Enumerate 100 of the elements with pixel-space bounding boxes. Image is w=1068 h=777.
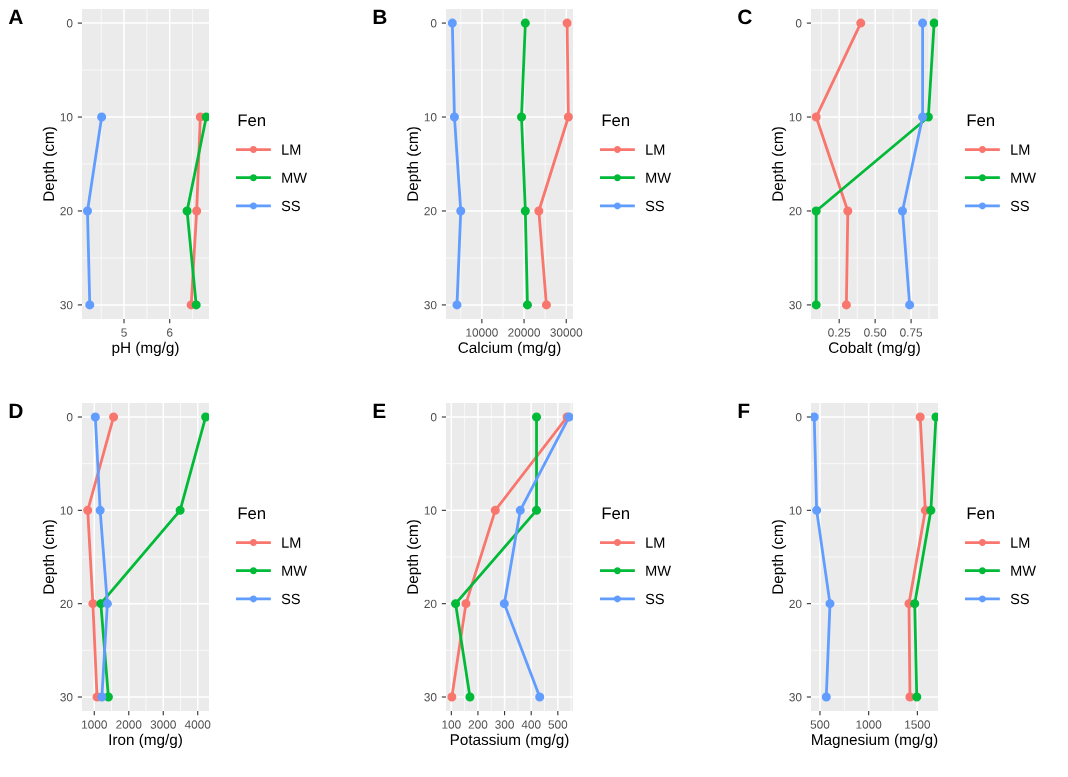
x-tick-label: 300 (495, 720, 514, 729)
point (175, 505, 185, 515)
y-tick-label: 0 (66, 19, 73, 28)
y-axis-title: Depth (cm) (42, 127, 58, 201)
y-tick-label: 20 (60, 207, 73, 216)
legend-title: Fen (602, 507, 629, 520)
point (811, 412, 819, 422)
point (97, 112, 107, 122)
x-tick-label: 500 (810, 720, 830, 729)
y-tick-label: 10 (789, 506, 802, 515)
point (451, 599, 461, 609)
x-axis-title: Calcium (mg/g) (458, 341, 561, 357)
point (812, 505, 822, 515)
point (109, 412, 119, 422)
legend-label: MW (1011, 172, 1036, 183)
legend-label: MW (282, 172, 307, 183)
point (843, 206, 853, 216)
point (535, 692, 545, 702)
legend-title: Fen (967, 114, 994, 127)
point (918, 18, 928, 28)
y-tick-label: 30 (789, 693, 802, 702)
point (541, 300, 551, 310)
chart-title: E (373, 403, 386, 419)
x-tick-label: 0.75 (900, 328, 923, 337)
point (926, 505, 936, 515)
point (825, 599, 835, 609)
y-tick-label: 30 (789, 300, 802, 310)
x-axis-title: Iron (mg/g) (109, 733, 182, 749)
legend-label: LM (282, 144, 301, 155)
chart-title: F (738, 403, 750, 419)
y-tick-label: 0 (795, 413, 802, 422)
point (499, 599, 509, 609)
point (520, 18, 530, 28)
point (465, 692, 475, 702)
legend-label: LM (646, 144, 665, 155)
y-tick-label: 0 (66, 413, 73, 422)
x-tick-label: 2000 (116, 720, 142, 729)
point (821, 692, 831, 702)
legend-label: SS (1010, 593, 1029, 605)
y-axis-title: Depth (cm) (406, 520, 422, 594)
point (452, 300, 462, 310)
point (90, 412, 100, 422)
point (811, 300, 821, 310)
point (192, 206, 202, 216)
legend-label: LM (1011, 537, 1030, 548)
point (517, 112, 527, 122)
y-tick-label: 20 (424, 207, 437, 216)
x-tick-label: 10000 (466, 328, 498, 337)
point (85, 300, 95, 310)
x-axis-title: Cobalt (mg/g) (829, 341, 920, 357)
point (102, 599, 112, 609)
y-axis-title: Depth (cm) (406, 127, 422, 201)
point (897, 206, 907, 216)
point (532, 505, 542, 515)
legend-label: SS (645, 200, 664, 212)
legend-title: Fen (238, 507, 265, 520)
chart-title: B (373, 9, 387, 25)
point (562, 18, 572, 28)
y-tick-label: 10 (789, 113, 802, 122)
y-tick-label: 20 (424, 599, 437, 609)
point (522, 300, 532, 310)
x-axis-title: pH (mg/g) (112, 341, 179, 357)
x-tick-label: 400 (521, 720, 541, 729)
point (95, 505, 105, 515)
point (461, 599, 471, 609)
x-tick-label: 1000 (82, 720, 107, 729)
point (201, 112, 209, 122)
point (97, 692, 107, 702)
y-tick-label: 30 (424, 693, 437, 702)
x-axis-title: Magnesium (mg/g) (812, 733, 938, 749)
point (490, 505, 500, 515)
point (447, 18, 457, 28)
x-tick-label: 30000 (550, 328, 583, 337)
y-axis-title: Depth (cm) (771, 520, 787, 594)
point (515, 505, 525, 515)
x-tick-label: 500 (548, 720, 568, 729)
y-tick-label: 20 (789, 207, 802, 216)
legend-label: SS (281, 200, 300, 212)
y-tick-label: 10 (60, 506, 73, 515)
point (856, 18, 866, 28)
point (841, 300, 851, 310)
y-tick-label: 20 (60, 599, 73, 609)
x-tick-label: 20000 (508, 328, 541, 337)
point (82, 206, 92, 216)
legend-title: Fen (238, 114, 265, 127)
legend-label: SS (645, 593, 664, 605)
point (447, 692, 457, 702)
point (563, 112, 573, 122)
y-tick-label: 10 (424, 506, 437, 515)
y-tick-label: 30 (424, 300, 437, 310)
point (83, 505, 93, 515)
x-tick-label: 100 (442, 720, 461, 729)
legend-title: Fen (602, 114, 629, 127)
chart-title: A (8, 9, 23, 25)
legend-label: SS (1010, 200, 1029, 212)
legend-label: MW (646, 565, 671, 576)
point (520, 206, 530, 216)
legend-label: LM (1011, 144, 1030, 155)
y-axis-title: Depth (cm) (771, 127, 787, 201)
point (182, 206, 192, 216)
